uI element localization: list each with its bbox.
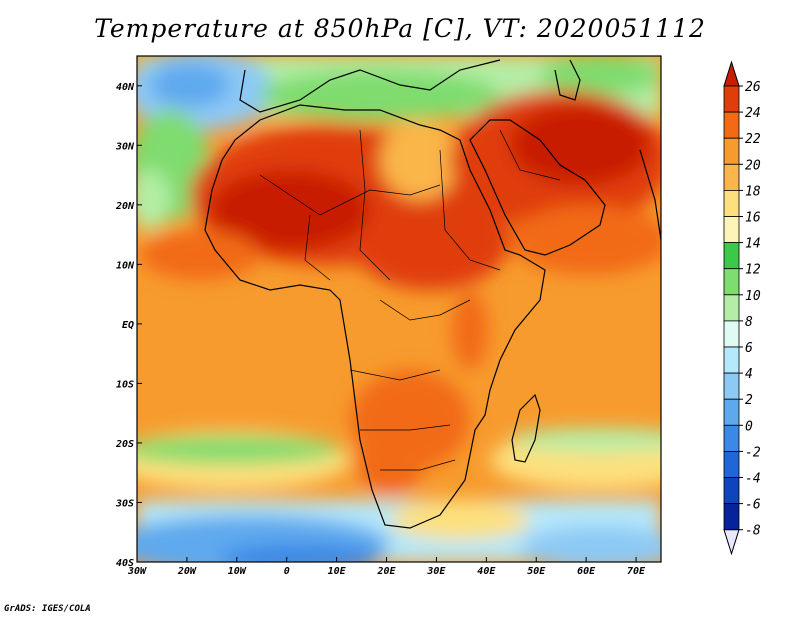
x-tick-label: 40E (477, 566, 496, 577)
colorbar-swatch (723, 216, 740, 244)
map-frame (136, 55, 662, 563)
colorbar-label: 22 (745, 132, 761, 147)
colorbar-swatch (723, 268, 740, 296)
x-tick-label: 50E (527, 566, 546, 577)
colorbar-top-arrow (723, 60, 740, 87)
x-tick-label: 10W (228, 566, 247, 577)
x-tick-label: 20E (376, 566, 396, 577)
y-tick-label: 20S (115, 439, 134, 450)
x-tick-label: 30E (426, 566, 446, 577)
colorbar-label: 4 (745, 367, 753, 382)
colorbar-label: -8 (745, 524, 761, 539)
colorbar-swatch (723, 137, 740, 165)
x-tick-label: 10E (328, 566, 347, 577)
colorbar-swatch (723, 503, 740, 531)
map-title: Temperature at 850hPa [C], VT: 202005111… (94, 14, 706, 43)
colorbar-label: 20 (745, 158, 761, 173)
colorbar-label: -4 (745, 472, 761, 487)
y-tick-label: 40N (116, 82, 135, 93)
y-tick-label: EQ (122, 320, 134, 331)
colorbar-label: 16 (745, 211, 761, 226)
colorbar-label: 24 (745, 106, 761, 121)
colorbar-label: 26 (745, 80, 761, 95)
colorbar-label: 0 (745, 419, 753, 434)
colorbar-swatch (723, 424, 740, 452)
colorbar-swatch (723, 346, 740, 374)
y-tick-label: 20N (115, 201, 135, 212)
colorbar-swatch (723, 294, 740, 322)
colorbar-swatch (723, 398, 740, 426)
colorbar-swatch (723, 320, 740, 348)
x-tick-label: 30W (127, 566, 147, 577)
colorbar-swatch (723, 242, 740, 270)
colorbar-label: 10 (745, 289, 761, 304)
colorbar-swatch (723, 189, 740, 217)
colorbar-swatch (723, 163, 740, 191)
y-tick-label: 10N (116, 260, 135, 271)
x-axis-ticks: 30W 20W 10W 0 10E 20E 30E 40E 50E 60E 70E (127, 557, 646, 577)
colorbar-label: -2 (745, 445, 761, 460)
colorbar-label: 14 (745, 237, 761, 252)
colorbar-swatch (723, 85, 740, 113)
colorbar-swatch (723, 111, 740, 139)
colorbar-bottom-arrow (723, 529, 740, 556)
x-tick-label: 0 (284, 566, 290, 577)
colorbar-label: 18 (745, 184, 761, 199)
colorbar-label: 2 (745, 393, 753, 408)
colorbar-label: 6 (745, 341, 753, 356)
coastlines (204, 59, 661, 529)
colorbar-swatch (723, 372, 740, 400)
y-axis-ticks: 40N 30N 20N 10N EQ 10S 20S 30S 40S (115, 82, 142, 569)
temperature-field (137, 56, 661, 562)
colorbar-label: -6 (745, 498, 761, 513)
colorbar-swatch (723, 450, 740, 478)
y-tick-label: 30S (115, 498, 134, 509)
y-tick-label: 10S (116, 379, 134, 390)
colorbar-label: 8 (745, 315, 753, 330)
x-tick-label: 20W (177, 566, 197, 577)
colorbar-label: 12 (745, 263, 761, 278)
y-tick-label: 30N (115, 141, 135, 152)
x-tick-label: 70E (627, 566, 646, 577)
credit-text: GrADS: IGES/COLA (4, 604, 91, 614)
y-tick-label: 40S (116, 558, 134, 569)
x-tick-label: 60E (577, 566, 596, 577)
country-borders (259, 129, 561, 471)
colorbar-swatch (723, 477, 740, 505)
